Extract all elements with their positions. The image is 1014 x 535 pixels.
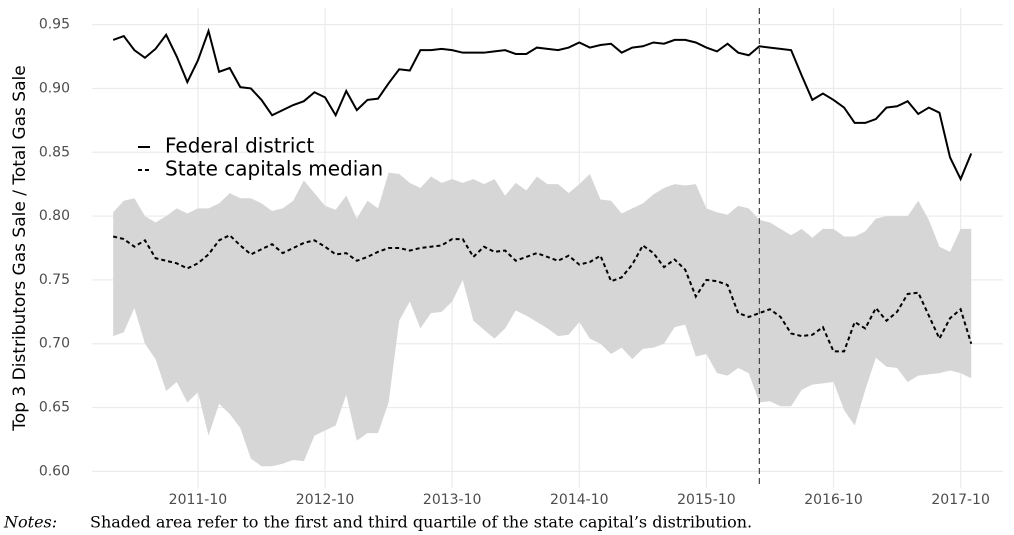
x-tick-label: 2013-10 [423,492,482,508]
x-tick-label: 2014-10 [550,492,609,508]
x-tick-label: 2016-10 [804,492,863,508]
x-tick-label: 2012-10 [296,492,355,508]
x-tick-label: 2015-10 [677,492,736,508]
y-tick-label: 0.65 [39,400,70,416]
notes-label: Notes: [3,513,57,532]
series-line [112,234,973,353]
y-tick-label: 0.85 [39,144,70,160]
x-tick-label: 2011-10 [169,492,228,508]
y-tick-label: 0.75 [39,272,70,288]
legend-label: State capitals median [165,157,383,181]
y-tick-label: 0.70 [39,336,70,352]
y-tick-label: 0.60 [39,463,70,479]
y-tick-label: 0.80 [39,208,70,224]
series-line [112,27,973,182]
notes-text: Shaded area refer to the first and third… [90,513,752,532]
y-tick-label: 0.95 [39,17,70,33]
y-tick-label: 0.90 [39,80,70,96]
y-axis-title: Top 3 Distributors Gas Sale / Total Gas … [10,65,30,431]
x-tick-label: 2017-10 [931,492,990,508]
quartile-band [113,172,972,467]
legend-label: Federal district [165,134,314,158]
